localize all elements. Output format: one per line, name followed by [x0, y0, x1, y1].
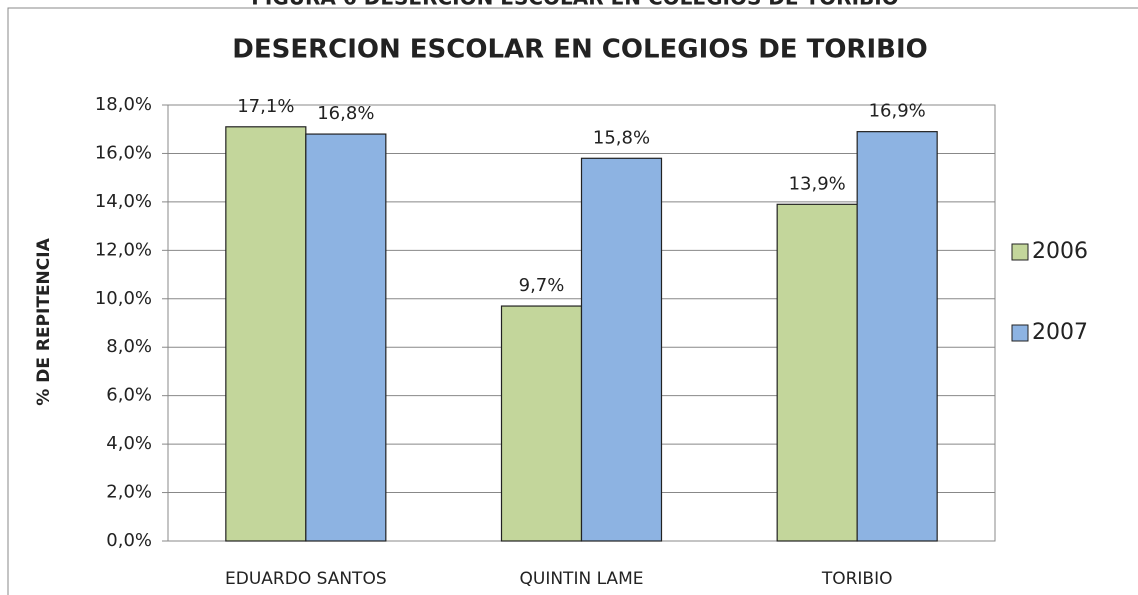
x-tick-label: EDUARDO SANTOS: [225, 569, 387, 589]
y-tick-label: 0,0%: [106, 530, 152, 551]
y-tick-label: 18,0%: [95, 94, 152, 115]
bar: [856, 131, 938, 542]
x-tick-label: TORIBIO: [821, 569, 893, 589]
x-tick-label: QUINTIN LAME: [520, 569, 644, 589]
bar: [225, 126, 307, 542]
y-tick-label: 4,0%: [106, 433, 152, 454]
y-tick-label: 8,0%: [106, 336, 152, 357]
bar: [580, 157, 663, 542]
y-tick-label: 16,0%: [95, 142, 152, 163]
data-label: 13,9%: [789, 173, 846, 194]
y-axis-label: % DE REPITENCIA: [34, 237, 54, 405]
data-label: 17,1%: [237, 96, 294, 117]
y-tick-label: 14,0%: [95, 191, 152, 212]
caption: FIGURA 6 DESERCION ESCOLAR EN COLEGIOS D…: [251, 0, 898, 10]
data-label: 16,9%: [869, 101, 926, 122]
y-tick-label: 2,0%: [106, 482, 152, 503]
y-tick-label: 10,0%: [95, 288, 152, 309]
legend-swatch: [1011, 243, 1029, 261]
y-tick-label: 12,0%: [95, 239, 152, 260]
data-label: 15,8%: [593, 127, 650, 148]
bar: [776, 203, 858, 542]
bar: [500, 305, 583, 542]
y-tick-label: 6,0%: [106, 385, 152, 406]
chart-title: DESERCION ESCOLAR EN COLEGIOS DE TORIBIO: [232, 35, 927, 65]
bar: [305, 133, 387, 542]
legend-label: 2007: [1032, 320, 1088, 345]
legend-label: 2006: [1032, 239, 1088, 264]
data-label: 16,8%: [317, 103, 374, 124]
data-label: 9,7%: [519, 275, 565, 296]
legend-swatch: [1011, 324, 1029, 342]
